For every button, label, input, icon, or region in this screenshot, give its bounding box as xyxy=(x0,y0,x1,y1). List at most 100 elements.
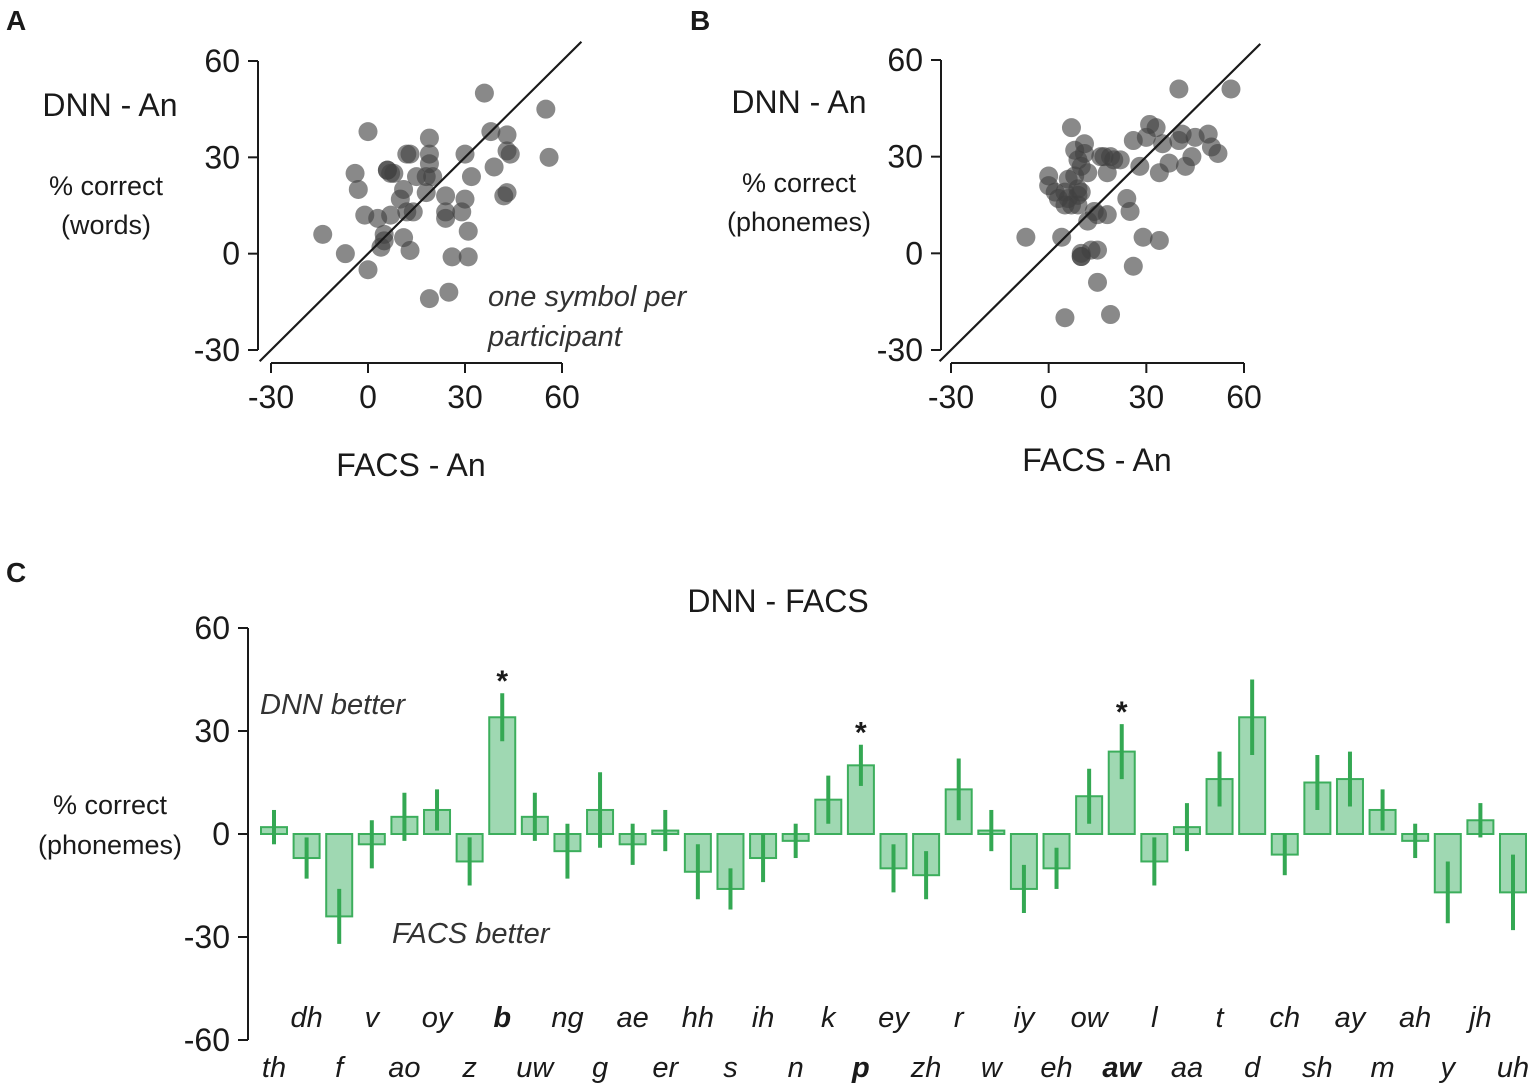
panel-b-point xyxy=(1208,143,1228,163)
panel-a-y-tick-label: 60 xyxy=(204,43,240,79)
panel-a-point xyxy=(458,247,478,267)
panel-b-point xyxy=(1078,163,1098,183)
panel-c-axes xyxy=(238,627,249,1041)
panel-b-y-sublabel-1: % correct xyxy=(742,168,857,198)
panel-c-phoneme-label: uh xyxy=(1497,1052,1529,1084)
panel-c-phoneme-label: aa xyxy=(1171,1052,1203,1084)
panel-b-identity-line xyxy=(938,43,1262,363)
panel-c-bar-p xyxy=(846,764,875,835)
panel-a-point xyxy=(374,231,394,251)
panel-b-point xyxy=(1071,182,1091,202)
panel-b-x-tick-label: 30 xyxy=(1129,379,1165,415)
panel-c-significance-star: * xyxy=(855,717,867,750)
panel-a-point xyxy=(455,189,475,209)
panel-c-y-tick-label: 60 xyxy=(194,610,230,646)
panel-c-phoneme-label: aw xyxy=(1102,1052,1143,1084)
panel-b-y-sublabel-2: (phonemes) xyxy=(727,207,871,237)
panel-b-scatter: -30 0 30 60 -30 0 30 60 FACS - An DNN - An % co… xyxy=(727,42,1262,478)
panel-b-point xyxy=(1097,205,1117,225)
panel-a-y-tick-label: 0 xyxy=(222,236,240,272)
panel-c-y-tick-label: -60 xyxy=(184,1022,230,1058)
panel-c-phoneme-label: w xyxy=(981,1052,1004,1084)
panel-letter-c: C xyxy=(6,557,26,588)
panel-c-phoneme-label: dh xyxy=(290,1002,322,1034)
panel-b-point xyxy=(1052,227,1072,247)
panel-b-point xyxy=(1182,147,1202,167)
panel-a-point xyxy=(436,208,456,228)
panel-a-point xyxy=(439,282,459,302)
panel-a-x-tick-label: -30 xyxy=(248,379,294,415)
panel-c-significance-star: * xyxy=(496,665,508,698)
panel-letter-a: A xyxy=(6,5,26,36)
panel-a-point xyxy=(497,183,517,203)
panel-c-phoneme-label: r xyxy=(954,1002,965,1034)
panel-a-point xyxy=(497,141,517,161)
panel-c-phoneme-label: y xyxy=(1439,1052,1457,1084)
panel-a-x-label: FACS - An xyxy=(336,447,485,483)
panel-c-phoneme-label: jh xyxy=(1465,1002,1492,1034)
panel-c-y-tick-label: 0 xyxy=(212,816,230,852)
panel-c-tick-labels: -60 -30 0 30 60 xyxy=(184,610,230,1058)
panel-c-phoneme-label: ao xyxy=(388,1052,420,1084)
panel-b-point xyxy=(1221,79,1241,99)
panel-a-annotation-2: participant xyxy=(487,321,624,353)
panel-c-phoneme-label: sh xyxy=(1302,1052,1333,1084)
panel-a-point xyxy=(348,179,368,199)
panel-b-point xyxy=(1149,230,1169,250)
panel-c-y-label-2: (phonemes) xyxy=(38,830,182,860)
panel-a-tick-labels: -30 0 30 60 -30 0 30 60 xyxy=(194,43,580,415)
panel-c-phoneme-label: l xyxy=(1151,1002,1159,1034)
panel-c-phoneme-label: p xyxy=(851,1052,870,1084)
panel-b-point xyxy=(1146,118,1166,138)
panel-a-point xyxy=(458,221,478,241)
panel-a-y-tick-label: -30 xyxy=(194,332,240,368)
panel-b-point xyxy=(1130,156,1150,176)
panel-c-phoneme-label: th xyxy=(262,1052,286,1084)
panel-b-point xyxy=(1055,308,1075,328)
panel-a-point xyxy=(381,205,401,225)
panel-c-significance-star: * xyxy=(1116,696,1128,729)
panel-b-point xyxy=(1088,240,1107,260)
panel-b-x-tick-label: -30 xyxy=(928,379,974,415)
panel-c-phoneme-label: n xyxy=(788,1052,804,1084)
panel-b-point xyxy=(1120,201,1140,221)
panel-c-phoneme-label: z xyxy=(461,1052,477,1084)
panel-b-point xyxy=(1061,118,1081,138)
panel-c-phoneme-label: ey xyxy=(878,1002,910,1034)
panel-b-x-tick-label: 60 xyxy=(1226,379,1262,415)
panel-a-point xyxy=(400,240,420,260)
panel-a-point xyxy=(345,163,365,183)
panel-a-point xyxy=(358,122,378,142)
panel-c-annotation-facs-better: FACS better xyxy=(392,918,551,950)
panel-c-phoneme-label: ow xyxy=(1071,1002,1110,1034)
panel-c-bar-chart: DNN - FACS % correct (phonemes) DNN bett… xyxy=(38,583,1529,1084)
panel-b-point xyxy=(1088,272,1107,292)
panel-a-point xyxy=(484,157,504,177)
panel-c-phoneme-label: ih xyxy=(752,1002,775,1034)
panel-a-x-tick-label: 0 xyxy=(359,379,377,415)
panel-c-phoneme-label: ae xyxy=(617,1002,649,1034)
panel-c-phoneme-label: m xyxy=(1370,1052,1394,1084)
panel-b-point xyxy=(1101,305,1121,325)
panel-b-point xyxy=(1123,256,1143,276)
panel-a-point xyxy=(400,144,420,164)
panel-a-point xyxy=(358,260,378,280)
panel-a-point xyxy=(335,244,355,264)
panel-c-phoneme-label: zh xyxy=(910,1052,942,1084)
panel-b-points xyxy=(1016,79,1241,328)
panel-a-point xyxy=(461,167,481,187)
panel-b-point xyxy=(1110,150,1130,170)
panel-c-phoneme-label: ch xyxy=(1269,1002,1300,1034)
panel-a-point xyxy=(442,247,462,267)
panel-a-x-tick-label: 30 xyxy=(447,379,483,415)
panel-b-point xyxy=(1169,79,1189,99)
panel-c-phoneme-label: ay xyxy=(1335,1002,1367,1034)
panel-b-point xyxy=(1153,134,1173,154)
panel-b-y-tick-label: -30 xyxy=(877,332,923,368)
panel-a-point xyxy=(436,186,456,206)
panel-c-phoneme-label: s xyxy=(723,1052,738,1084)
panel-a-point xyxy=(313,224,333,244)
panel-b-tick-labels: -30 0 30 60 -30 0 30 60 xyxy=(877,42,1262,415)
panel-c-phoneme-label: f xyxy=(335,1052,346,1084)
panel-c-phoneme-label: er xyxy=(652,1052,679,1084)
